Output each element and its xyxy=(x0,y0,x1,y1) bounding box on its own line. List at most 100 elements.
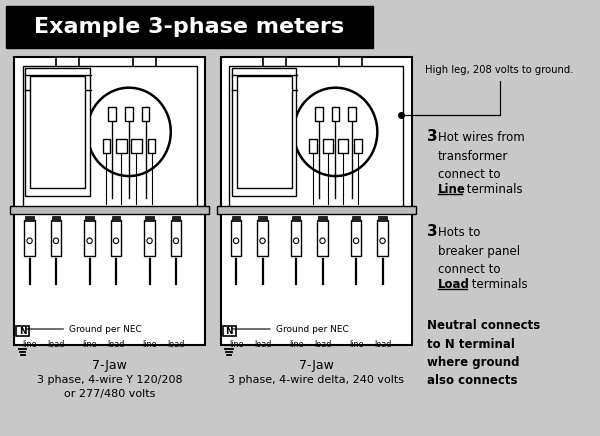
Bar xyxy=(318,216,327,221)
Text: 3: 3 xyxy=(427,224,438,239)
Bar xyxy=(125,107,133,121)
Text: N: N xyxy=(19,327,26,335)
Bar xyxy=(349,107,356,121)
Text: line: line xyxy=(229,340,244,349)
Text: High leg, 208 volts to ground.: High leg, 208 volts to ground. xyxy=(403,65,574,115)
Bar xyxy=(145,216,154,221)
Bar xyxy=(317,220,328,256)
Circle shape xyxy=(293,238,299,244)
Bar xyxy=(263,57,286,70)
Text: Neutral connects
to N terminal
where ground
also connects: Neutral connects to N terminal where gro… xyxy=(427,319,541,388)
Bar xyxy=(377,220,388,256)
Text: Ground per NEC: Ground per NEC xyxy=(232,324,349,334)
Bar xyxy=(10,206,209,214)
Text: load: load xyxy=(47,340,65,349)
Bar xyxy=(142,107,149,121)
Bar xyxy=(351,220,361,256)
Bar xyxy=(116,140,127,153)
Text: 3 phase, 4-wire delta, 240 volts: 3 phase, 4-wire delta, 240 volts xyxy=(229,375,404,385)
Bar xyxy=(332,107,339,121)
Bar xyxy=(56,57,79,70)
Bar xyxy=(340,57,362,70)
Text: N: N xyxy=(226,327,233,335)
Text: Load: Load xyxy=(437,278,469,291)
Bar xyxy=(338,140,348,153)
Circle shape xyxy=(260,238,265,244)
Bar xyxy=(103,140,110,153)
Circle shape xyxy=(380,238,385,244)
Bar xyxy=(14,57,205,345)
Bar xyxy=(257,220,268,256)
Bar xyxy=(16,326,29,336)
Text: line: line xyxy=(142,340,157,349)
Text: Hot wires from
transformer
connect to: Hot wires from transformer connect to xyxy=(437,131,524,181)
Bar xyxy=(25,68,90,196)
Bar xyxy=(223,326,236,336)
Text: Hots to
breaker panel
connect to: Hots to breaker panel connect to xyxy=(437,226,520,276)
Bar xyxy=(111,220,121,256)
Bar xyxy=(5,6,373,48)
Text: load: load xyxy=(254,340,271,349)
Bar xyxy=(291,220,301,256)
Text: load: load xyxy=(107,340,125,349)
Bar xyxy=(112,216,120,221)
Bar xyxy=(85,216,94,221)
Text: load: load xyxy=(314,340,331,349)
Bar xyxy=(172,216,180,221)
Circle shape xyxy=(353,238,359,244)
Bar xyxy=(51,220,61,256)
Text: line: line xyxy=(289,340,304,349)
Text: 7-Jaw: 7-Jaw xyxy=(299,359,334,372)
Bar xyxy=(217,206,416,214)
Text: load: load xyxy=(167,340,185,349)
Text: line: line xyxy=(22,340,37,349)
Circle shape xyxy=(87,88,171,176)
Bar xyxy=(221,57,412,345)
Bar xyxy=(292,216,301,221)
Bar xyxy=(109,107,116,121)
Text: or 277/480 volts: or 277/480 volts xyxy=(64,389,155,399)
Bar xyxy=(315,107,323,121)
Bar xyxy=(232,68,296,196)
Bar xyxy=(232,216,241,221)
Text: line: line xyxy=(82,340,97,349)
Text: line: line xyxy=(349,340,364,349)
Bar xyxy=(148,140,155,153)
Text: Ground per NEC: Ground per NEC xyxy=(25,324,142,334)
Bar xyxy=(133,57,155,70)
Bar xyxy=(25,216,34,221)
Bar xyxy=(131,140,142,153)
Bar xyxy=(231,220,241,256)
Bar xyxy=(258,216,267,221)
Text: Line: Line xyxy=(437,183,466,196)
Bar xyxy=(354,140,362,153)
Text: load: load xyxy=(374,340,391,349)
Circle shape xyxy=(27,238,32,244)
Bar xyxy=(145,220,155,256)
Circle shape xyxy=(233,238,239,244)
Text: terminals: terminals xyxy=(468,278,527,291)
Circle shape xyxy=(293,88,377,176)
Bar xyxy=(378,216,387,221)
Bar xyxy=(323,140,333,153)
Bar xyxy=(352,216,361,221)
Circle shape xyxy=(173,238,179,244)
Circle shape xyxy=(147,238,152,244)
Text: 3 phase, 4-wire Y 120/208: 3 phase, 4-wire Y 120/208 xyxy=(37,375,182,385)
Bar xyxy=(85,220,95,256)
Bar xyxy=(23,66,197,207)
Text: Example 3-phase meters: Example 3-phase meters xyxy=(34,17,344,37)
Bar xyxy=(171,220,181,256)
Text: 7-Jaw: 7-Jaw xyxy=(92,359,127,372)
Circle shape xyxy=(320,238,325,244)
Bar xyxy=(52,216,60,221)
Bar xyxy=(237,76,292,188)
Bar xyxy=(30,76,85,188)
Circle shape xyxy=(87,238,92,244)
Text: 3: 3 xyxy=(427,129,438,144)
Circle shape xyxy=(53,238,59,244)
Bar xyxy=(229,66,403,207)
Text: terminals: terminals xyxy=(463,183,523,196)
Bar xyxy=(309,140,317,153)
Bar xyxy=(25,220,35,256)
